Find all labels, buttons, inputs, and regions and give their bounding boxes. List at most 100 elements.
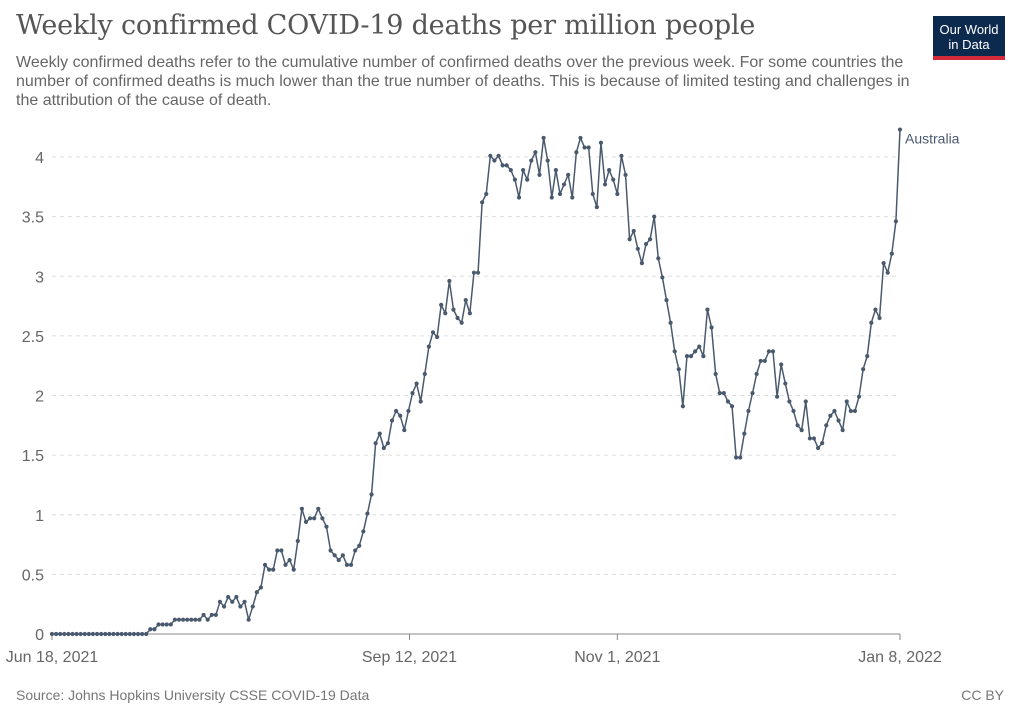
data-point — [410, 391, 415, 396]
data-point — [590, 191, 595, 197]
y-tick-label: 0.5 — [22, 567, 44, 584]
data-point — [451, 307, 456, 312]
data-point — [791, 408, 796, 414]
chart-subtitle: Weekly confirmed deaths refer to the cum… — [16, 54, 910, 109]
data-point — [516, 195, 522, 200]
data-point — [381, 445, 386, 451]
data-point — [766, 349, 772, 354]
data-point — [500, 163, 505, 168]
data-point — [78, 631, 83, 637]
data-point — [455, 315, 460, 321]
data-point — [475, 270, 481, 275]
data-point — [840, 427, 845, 433]
data-point — [877, 315, 882, 321]
data-point — [865, 354, 870, 359]
data-point — [172, 617, 177, 622]
license-link[interactable]: CC BY — [961, 687, 1004, 703]
data-point — [672, 349, 677, 354]
data-point — [156, 622, 161, 627]
data-point — [398, 413, 403, 418]
data-point — [521, 168, 526, 173]
data-point — [107, 631, 112, 637]
y-tick-label: 2.5 — [22, 329, 44, 346]
gridlines — [52, 156, 900, 635]
data-point — [549, 195, 554, 200]
y-tick-label: 1.5 — [22, 448, 44, 465]
data-point — [873, 307, 878, 312]
data-point — [406, 408, 411, 414]
data-point — [504, 163, 509, 168]
data-point — [635, 246, 640, 251]
logo-line-1: Our World — [939, 22, 999, 37]
data-point — [705, 307, 710, 312]
data-point — [373, 441, 378, 446]
data-point — [185, 617, 190, 622]
data-point — [94, 631, 100, 637]
data-point — [152, 627, 157, 632]
data-point — [193, 617, 198, 622]
data-point — [234, 594, 239, 600]
data-point — [856, 394, 862, 399]
data-point — [62, 631, 67, 637]
data-point — [307, 516, 313, 521]
data-point — [348, 562, 354, 567]
x-axis-ticks: Jun 18, 2021 Sep 12, 2021 Nov 1, 2021 Jan 8… — [6, 634, 942, 666]
data-point — [226, 594, 231, 600]
data-point — [631, 228, 636, 234]
data-point — [828, 413, 833, 418]
data-point — [512, 177, 518, 182]
data-point — [160, 622, 165, 627]
data-point — [586, 145, 591, 150]
data-point — [754, 371, 759, 377]
data-point — [414, 381, 419, 386]
y-tick-label: 3.5 — [22, 210, 44, 227]
data-point — [463, 298, 468, 303]
data-point — [361, 529, 366, 534]
data-point — [668, 320, 673, 325]
data-point — [541, 135, 546, 141]
data-point — [815, 445, 821, 451]
data-point — [99, 631, 104, 637]
data-point — [701, 354, 706, 359]
data-point — [611, 177, 616, 182]
data-point — [328, 548, 333, 553]
x-tick-label: Jun 18, 2021 — [6, 649, 99, 666]
data-point — [656, 256, 661, 261]
data-point — [279, 548, 284, 553]
line-chart: 0 0.5 1 1.5 2 2.5 3 3.5 4 Jun 18, 2021 Sep 12, 20… — [6, 127, 960, 666]
data-point — [49, 631, 55, 637]
y-tick-label: 0 — [35, 627, 44, 644]
data-point — [111, 631, 116, 637]
data-point — [385, 441, 391, 446]
data-point — [881, 261, 886, 266]
data-point — [652, 214, 657, 219]
data-point — [447, 278, 452, 284]
data-point — [205, 617, 210, 622]
data-point — [402, 427, 407, 433]
data-point — [836, 418, 841, 423]
data-point — [574, 150, 579, 155]
data-point — [508, 168, 513, 173]
chart-title: Weekly confirmed COVID-19 deaths per mil… — [16, 10, 756, 41]
data-point — [434, 334, 440, 340]
data-point — [312, 516, 317, 521]
data-point — [197, 617, 202, 622]
data-point — [369, 492, 374, 497]
data-point — [168, 622, 173, 627]
y-tick-label: 1 — [35, 508, 44, 525]
data-point — [779, 362, 784, 367]
data-point — [852, 408, 858, 414]
data-point — [131, 631, 137, 637]
data-point — [316, 506, 321, 511]
data-point — [897, 127, 903, 132]
data-point — [861, 367, 866, 372]
data-point — [783, 381, 788, 386]
owid-logo[interactable]: Our World in Data — [933, 16, 1005, 60]
data-point — [488, 153, 493, 158]
data-point — [394, 408, 399, 414]
data-point — [82, 631, 87, 637]
data-point — [70, 631, 75, 637]
data-point — [746, 408, 751, 414]
data-point — [324, 524, 329, 529]
data-point — [74, 631, 79, 637]
